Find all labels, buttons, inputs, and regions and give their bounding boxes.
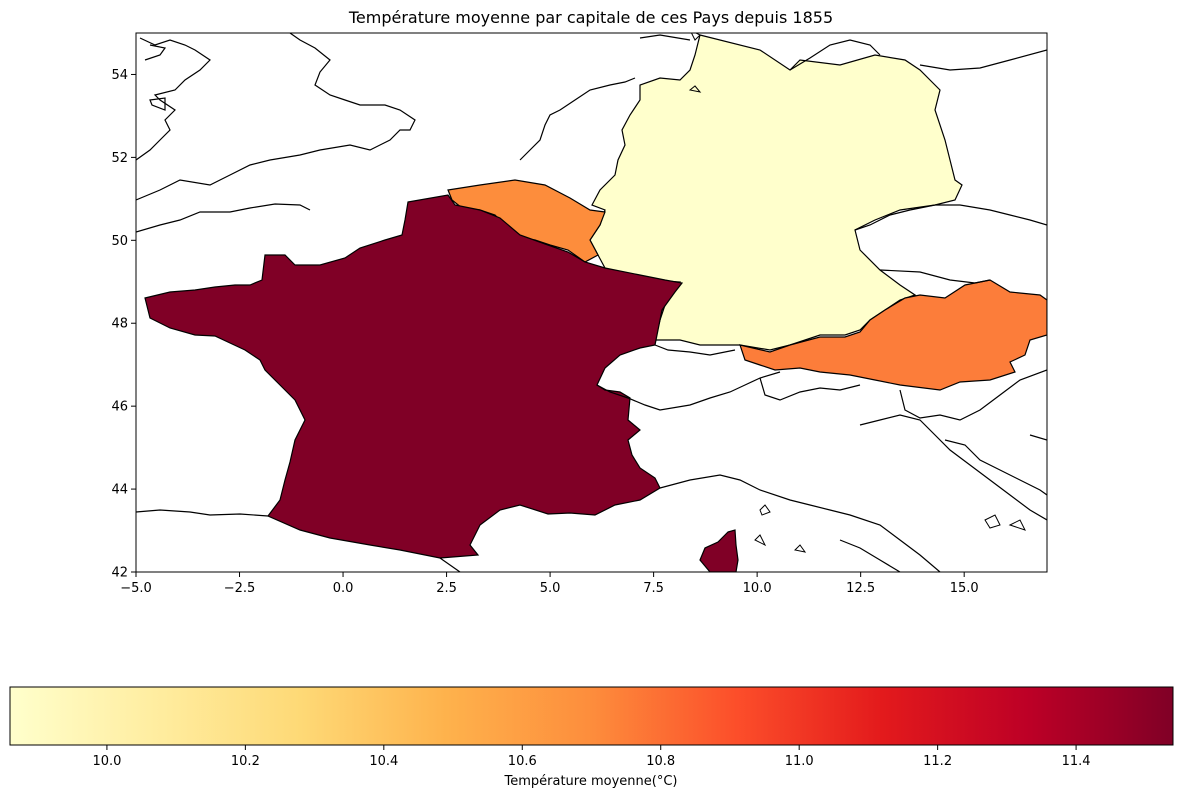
x-tick-label: −5.0 bbox=[120, 581, 152, 596]
region-corsica bbox=[699, 529, 739, 572]
coastlines bbox=[136, 33, 1047, 572]
region-austria bbox=[739, 279, 1047, 391]
map-axes: −5.0 −2.5 0.0 2.5 5.0 7.5 10.0 12.5 15.0 4244464… bbox=[111, 32, 1048, 596]
y-tick-label: 44 bbox=[111, 483, 128, 498]
x-tick-label: 5.0 bbox=[540, 581, 561, 596]
x-tick-label: 15.0 bbox=[950, 581, 979, 596]
y-axis: 42 44 46 48 50 52 54 bbox=[111, 68, 136, 581]
colorbar-tick-label: 11.0 bbox=[785, 754, 814, 769]
colorbar-tick-label: 11.4 bbox=[1062, 754, 1091, 769]
colorbar-ticks: 10.0 10.2 10.4 10.6 10.8 11.0 11.2 11.4 bbox=[92, 745, 1091, 769]
colorbar: 10.0 10.2 10.4 10.6 10.8 11.0 11.2 11.4 Tempéra… bbox=[9, 686, 1174, 789]
map-layers bbox=[136, 33, 1047, 572]
y-tick-label: 52 bbox=[111, 151, 128, 166]
x-tick-label: −2.5 bbox=[224, 581, 256, 596]
x-axis: −5.0 −2.5 0.0 2.5 5.0 7.5 10.0 12.5 15.0 bbox=[120, 572, 979, 596]
islands bbox=[688, 33, 1026, 553]
x-tick-label: 12.5 bbox=[846, 581, 875, 596]
chart-title: Température moyenne par capitale de ces … bbox=[348, 8, 833, 27]
colorbar-tick-label: 11.2 bbox=[923, 754, 952, 769]
x-tick-label: 7.5 bbox=[643, 581, 664, 596]
y-tick-label: 50 bbox=[111, 234, 128, 249]
colorbar-gradient bbox=[9, 686, 1174, 746]
region-france bbox=[144, 194, 684, 559]
x-tick-label: 10.0 bbox=[743, 581, 772, 596]
x-tick-label: 2.5 bbox=[436, 581, 457, 596]
x-tick-label: 0.0 bbox=[333, 581, 354, 596]
colorbar-tick-label: 10.2 bbox=[231, 754, 260, 769]
y-tick-label: 46 bbox=[111, 400, 128, 415]
colorbar-label: Température moyenne(°C) bbox=[504, 774, 678, 789]
y-tick-label: 48 bbox=[111, 317, 128, 332]
colorbar-tick-label: 10.6 bbox=[508, 754, 537, 769]
colorbar-tick-label: 10.0 bbox=[92, 754, 121, 769]
colorbar-tick-label: 10.4 bbox=[369, 754, 398, 769]
y-tick-label: 54 bbox=[111, 68, 128, 83]
y-tick-label: 42 bbox=[111, 566, 128, 581]
colorbar-tick-label: 10.8 bbox=[646, 754, 675, 769]
map-frame bbox=[135, 32, 1048, 573]
